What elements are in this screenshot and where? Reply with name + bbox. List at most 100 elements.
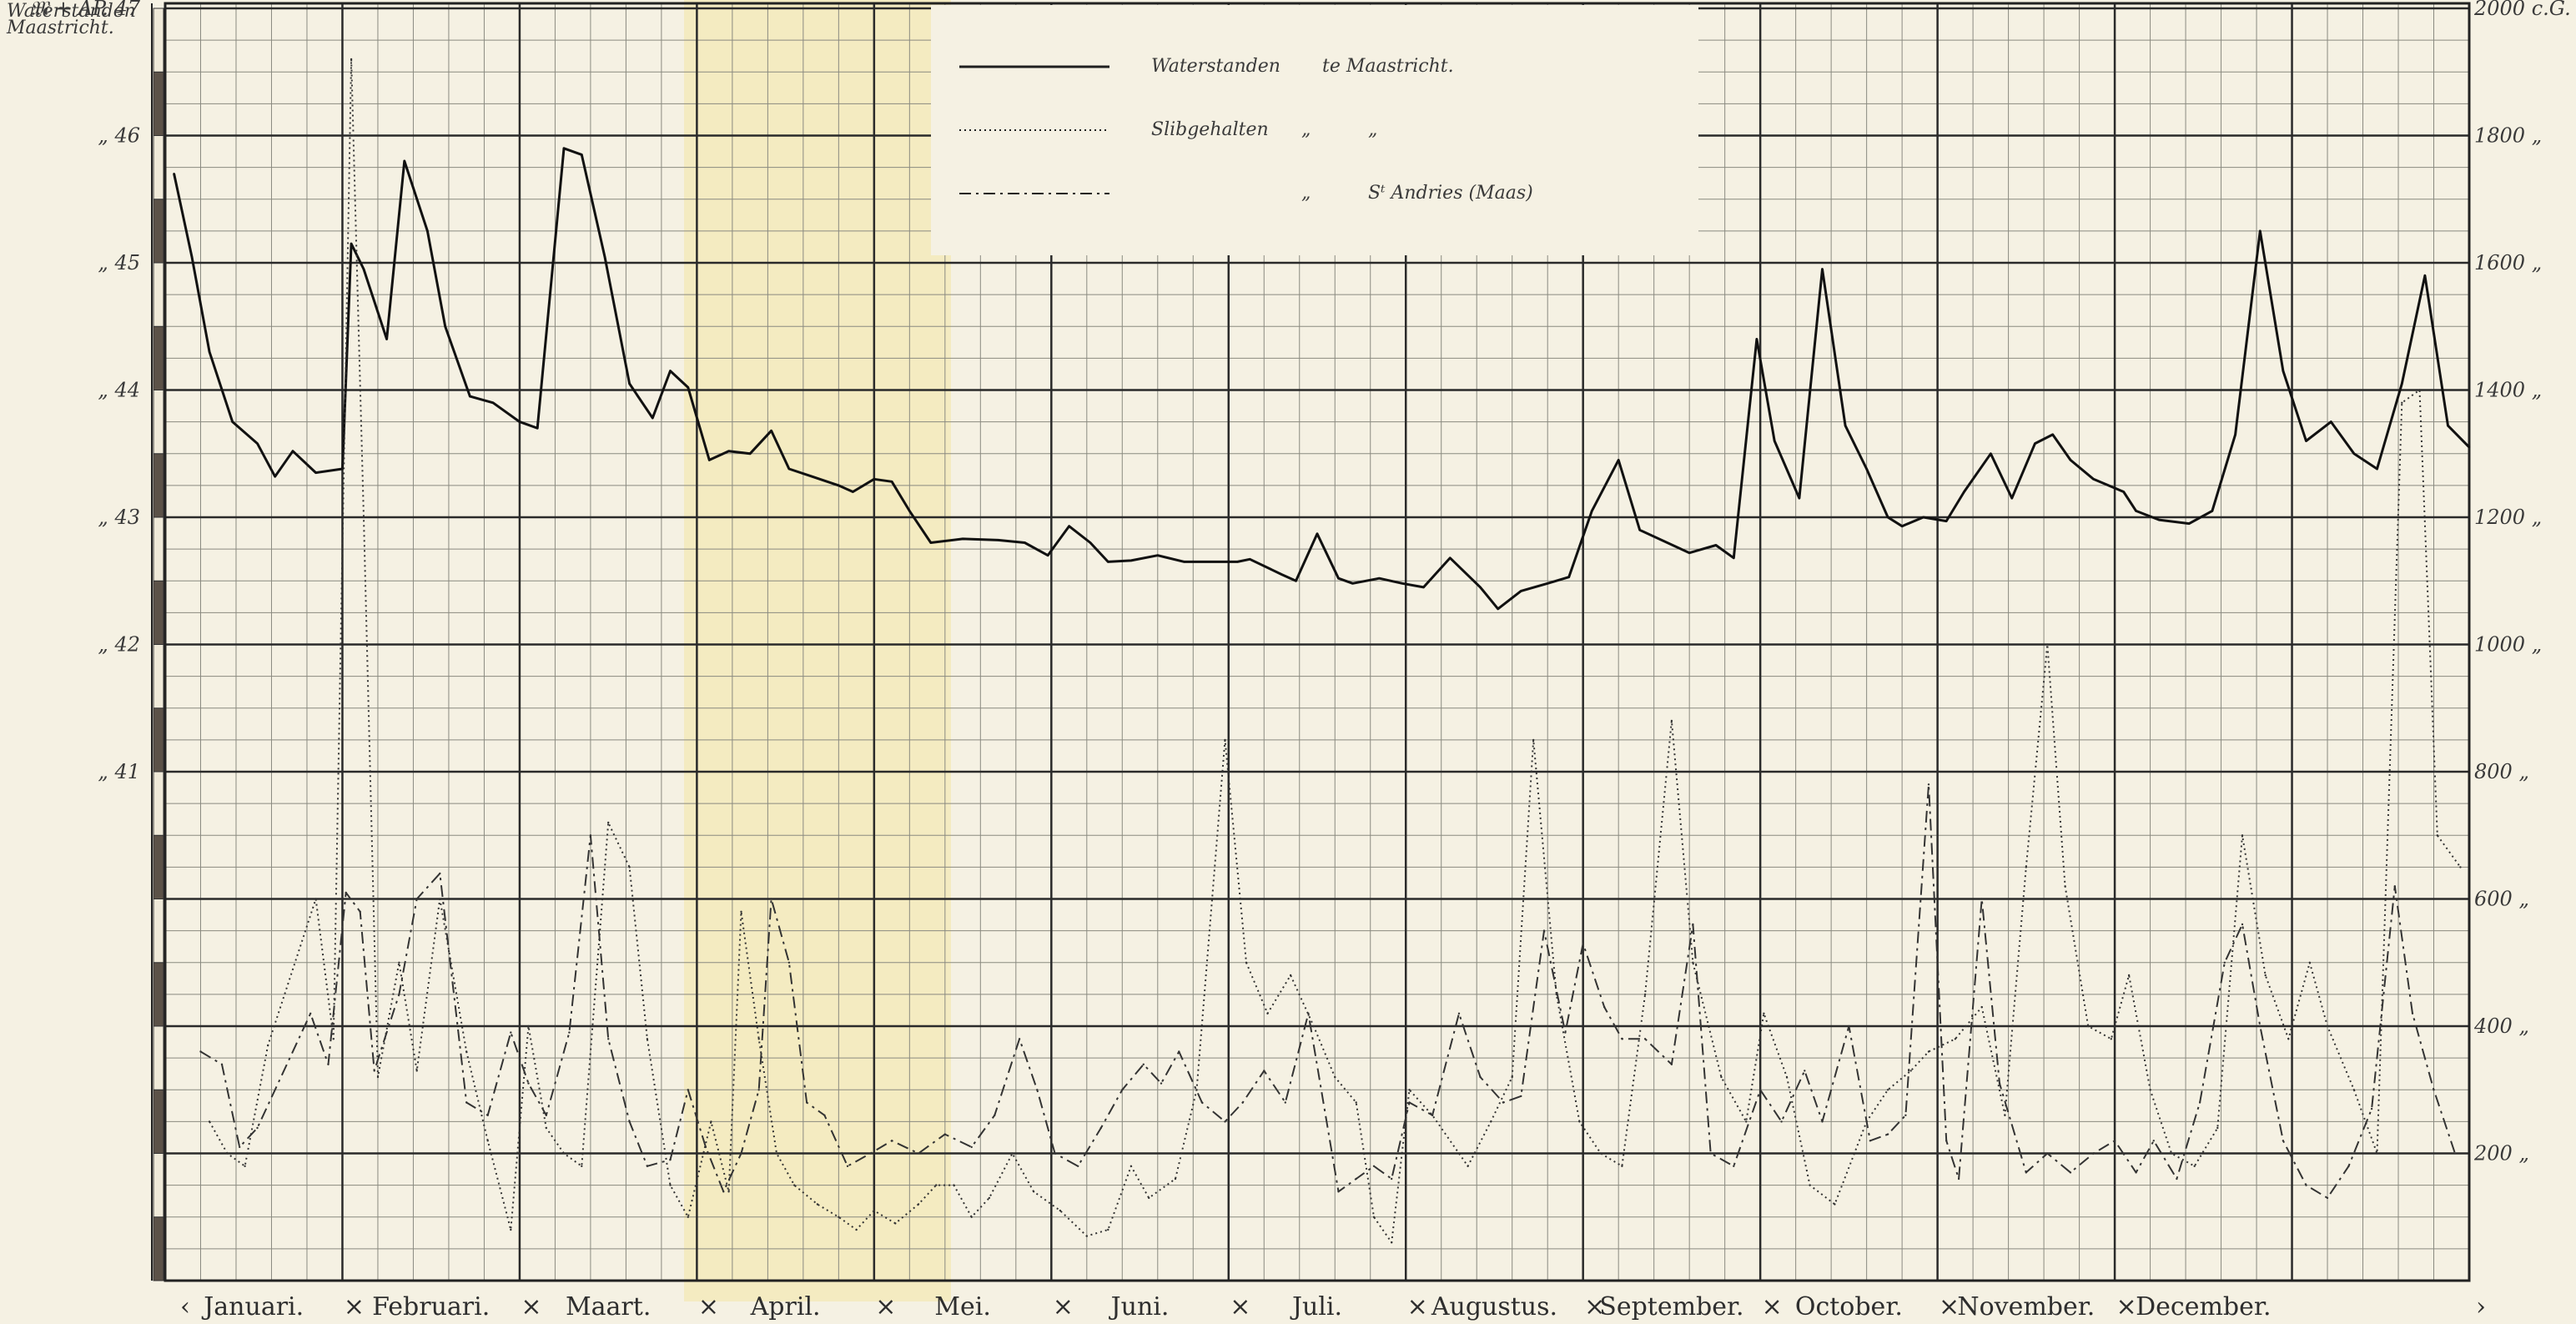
right-tick-label: 1200 „ — [2474, 506, 2542, 529]
series-point — [1980, 898, 1983, 900]
series-point — [1148, 1196, 1150, 1200]
series-point — [2025, 866, 2027, 868]
series-point — [1449, 556, 1452, 559]
left-tick-label: 𝔐 + AP. 47 — [30, 0, 141, 20]
series-point — [2193, 1165, 2196, 1168]
right-tick-label: 1400 „ — [2474, 379, 2542, 402]
series-point — [2025, 1171, 2027, 1174]
series-point — [1457, 1012, 1461, 1015]
series-point — [1998, 1082, 2001, 1085]
series-point — [1755, 338, 1758, 340]
series-point — [2259, 229, 2262, 233]
series-point — [2259, 1024, 2262, 1028]
series-point — [1245, 961, 1248, 964]
series-point — [997, 539, 999, 541]
series-point — [2305, 440, 2307, 442]
series-point — [1922, 516, 1924, 519]
series-point — [1355, 1177, 1357, 1181]
series-point — [669, 370, 672, 372]
series-point — [2170, 1152, 2173, 1155]
series-point — [2046, 1152, 2049, 1155]
hatch-segment — [153, 1216, 164, 1281]
series-point — [1046, 554, 1049, 556]
series-point — [373, 1070, 375, 1072]
series-point — [2034, 442, 2036, 445]
series-point — [2241, 923, 2244, 926]
series-point — [838, 484, 840, 487]
series-point — [1036, 1089, 1039, 1091]
series-point — [1130, 1165, 1133, 1168]
series-point — [1865, 467, 1868, 471]
series-point — [2135, 1171, 2137, 1174]
month-separator-mark: × — [1053, 1292, 1074, 1321]
series-point — [1643, 993, 1647, 996]
series-point — [1834, 1203, 1836, 1206]
series-point — [231, 420, 234, 423]
series-point — [1490, 1120, 1492, 1123]
series-point — [2459, 866, 2462, 868]
series-point — [646, 1165, 649, 1168]
legend-label: Waterstanden — [1151, 56, 1280, 77]
legend: Waterstanden te Maastricht. Slibgehalten „ „… — [931, 5, 1698, 255]
series-point — [226, 1152, 229, 1155]
month-label: Maart. — [566, 1292, 651, 1321]
series-point — [2352, 452, 2356, 455]
series-point — [2330, 420, 2332, 423]
hatch-segment — [153, 71, 164, 136]
legend-label: „ — [1368, 119, 1377, 140]
series-point — [787, 961, 791, 964]
month-label: October. — [1795, 1292, 1903, 1321]
series-point — [2069, 459, 2072, 461]
series-point — [2282, 370, 2285, 372]
series-point — [687, 1089, 689, 1091]
series-point — [669, 1184, 672, 1186]
left-tick-label: „ 45 — [98, 251, 140, 274]
legend-box — [931, 5, 1698, 255]
series-point — [607, 821, 610, 824]
series-point — [1378, 577, 1381, 580]
series-point — [274, 476, 276, 478]
series-point — [350, 242, 353, 245]
series-point — [1334, 1075, 1336, 1079]
series-point — [1714, 544, 1718, 546]
series-point — [1621, 1038, 1623, 1040]
series-point — [710, 1120, 712, 1123]
hatch-segment — [153, 135, 164, 200]
series-point — [291, 450, 294, 452]
series-point — [1555, 993, 1558, 996]
series-point — [1957, 1177, 1960, 1181]
series-point — [1099, 1126, 1103, 1130]
series-point — [1886, 516, 1889, 519]
series-point — [2418, 389, 2421, 391]
series-point — [1263, 1070, 1265, 1072]
series-point — [1391, 1241, 1393, 1244]
series-point — [1990, 452, 1992, 455]
series-point — [2393, 885, 2396, 888]
series-point — [1401, 582, 1404, 585]
series-point — [1733, 556, 1735, 559]
series-point — [536, 427, 539, 430]
series-point — [1603, 1005, 1606, 1009]
series-point — [1408, 1101, 1411, 1104]
series-point — [359, 910, 361, 914]
series-point — [970, 1145, 973, 1149]
series-point — [1963, 491, 1965, 493]
series-point — [1688, 551, 1691, 554]
series-point — [2326, 1196, 2329, 1200]
series-point — [1980, 1005, 1983, 1009]
series-point — [1224, 1120, 1226, 1123]
series-point — [970, 1216, 973, 1219]
paper-stain — [684, 0, 951, 1301]
series-point — [362, 516, 365, 519]
series-point — [748, 452, 752, 455]
series-point — [770, 898, 772, 900]
series-point — [1692, 923, 1694, 926]
series-point — [869, 1152, 872, 1155]
series-point — [2113, 1140, 2116, 1142]
series-point — [1224, 738, 1226, 742]
month-separator-mark: × — [1230, 1292, 1250, 1321]
series-point — [1107, 561, 1109, 563]
series-point — [1156, 554, 1160, 556]
series-point — [1865, 1120, 1868, 1123]
month-label: Augustus. — [1431, 1292, 1557, 1321]
